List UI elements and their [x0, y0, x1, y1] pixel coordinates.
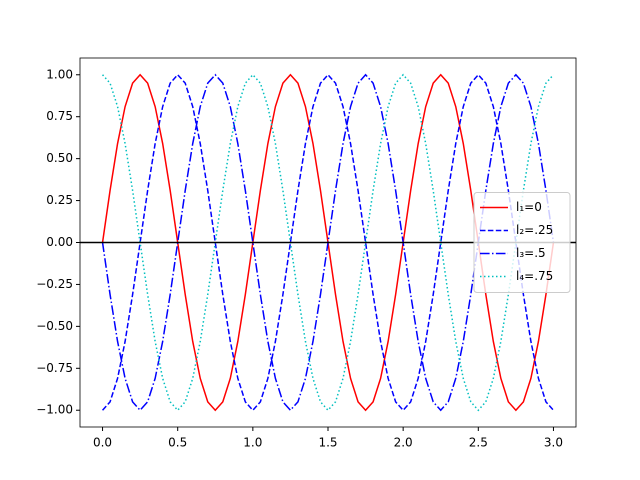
- x-tick-label: 2.0: [394, 436, 413, 450]
- y-tick-label: 1.00: [46, 67, 73, 81]
- legend-label: l₄=.75: [516, 269, 553, 283]
- legend-label: l₁=0: [516, 200, 542, 214]
- legend-box: [473, 192, 571, 293]
- x-tick-label: 0.5: [168, 436, 187, 450]
- y-tick-label: −1.00: [36, 403, 73, 417]
- y-tick-label: −0.25: [36, 277, 73, 291]
- axes-frame: [79, 57, 577, 428]
- x-tick-label: 0.0: [93, 436, 112, 450]
- x-tick-label: 2.5: [469, 436, 488, 450]
- x-tick-label: 1.0: [243, 436, 262, 450]
- y-tick-label: 0.50: [46, 151, 73, 165]
- y-tick-label: 0.00: [46, 235, 73, 249]
- y-tick-label: 0.75: [46, 109, 73, 123]
- x-tick-label: 3.0: [544, 436, 563, 450]
- y-tick-label: 0.25: [46, 193, 73, 207]
- series-line: [101, 73, 555, 412]
- legend-label: l₂=.25: [516, 223, 553, 237]
- y-tick-label: −0.75: [36, 361, 73, 375]
- legend-label: l₃=.5: [516, 246, 546, 260]
- y-tick-label: −0.50: [36, 319, 73, 333]
- x-tick-label: 1.5: [318, 436, 337, 450]
